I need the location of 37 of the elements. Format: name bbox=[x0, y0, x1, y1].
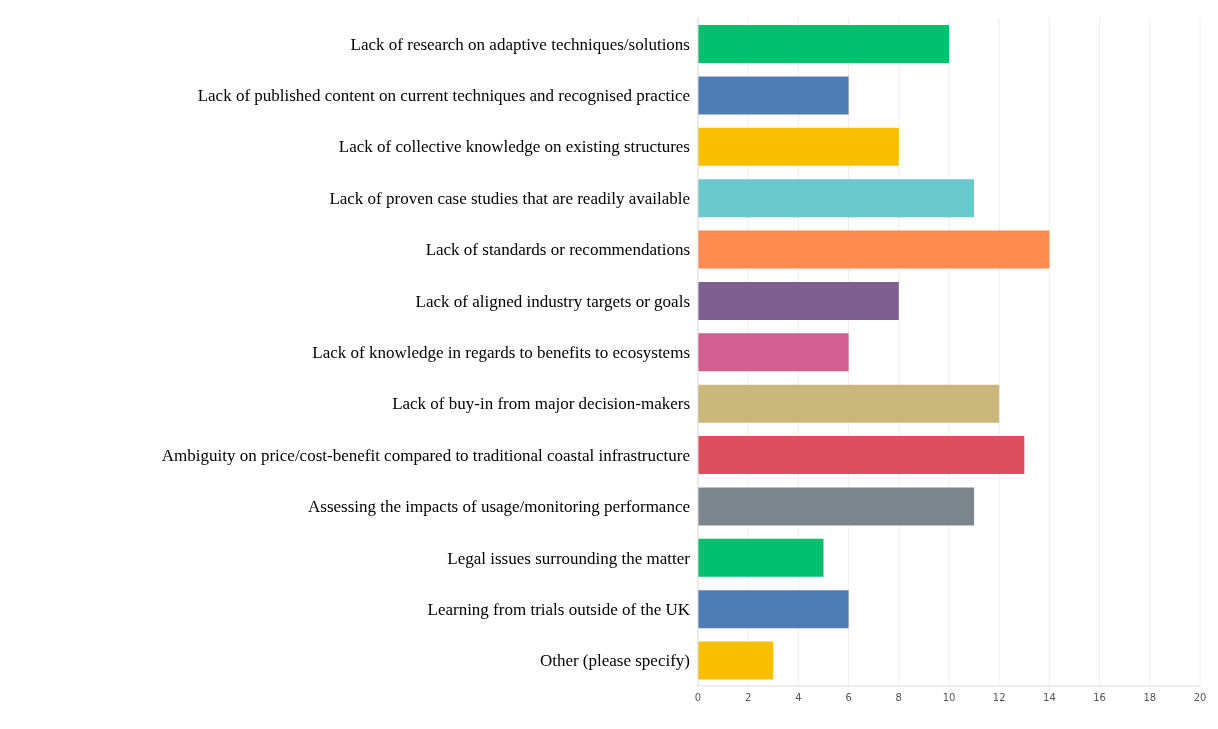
bar bbox=[698, 230, 1050, 269]
x-tick-label: 12 bbox=[992, 692, 1006, 704]
bar bbox=[698, 384, 1000, 423]
y-tick-label: Ambiguity on price/cost-benefit compared to traditional coastal infrastructure bbox=[161, 445, 690, 465]
y-tick-label: Other (please specify) bbox=[539, 651, 690, 671]
y-tick-label: Learning from trials outside of the UK bbox=[427, 599, 691, 619]
y-tick-label: Lack of standards or recommendations bbox=[425, 240, 690, 260]
y-tick-label: Lack of proven case studies that are readily available bbox=[329, 188, 690, 208]
y-tick-label: Lack of knowledge in regards to benefits to ecosystems bbox=[312, 343, 690, 363]
bar bbox=[698, 590, 849, 629]
bar bbox=[698, 487, 975, 526]
y-tick-label: Lack of buy-in from major decision-makers bbox=[392, 394, 690, 414]
y-tick-label: Legal issues surrounding the matter bbox=[447, 548, 691, 568]
bar bbox=[698, 281, 899, 320]
bar bbox=[698, 333, 849, 372]
x-tick-label: 2 bbox=[745, 692, 752, 704]
y-tick-label: Lack of collective knowledge on existing structures bbox=[338, 137, 690, 157]
bar bbox=[698, 538, 824, 577]
x-tick-label: 20 bbox=[1193, 692, 1207, 704]
x-tick-label: 4 bbox=[795, 692, 802, 704]
bar bbox=[698, 641, 774, 680]
bar bbox=[698, 436, 1025, 475]
x-tick-label: 18 bbox=[1143, 692, 1157, 704]
bar bbox=[698, 25, 949, 63]
x-tick-label: 0 bbox=[694, 692, 702, 704]
bar bbox=[698, 76, 849, 115]
x-tick-label: 16 bbox=[1093, 692, 1106, 704]
x-tick-label: 10 bbox=[942, 692, 956, 704]
x-tick-label: 14 bbox=[1043, 692, 1056, 704]
y-tick-label: Lack of aligned industry targets or goals bbox=[415, 291, 690, 311]
y-tick-label: Lack of published content on current techniques and recognised practice bbox=[197, 86, 690, 106]
bar bbox=[698, 179, 975, 218]
y-tick-label: Assessing the impacts of usage/monitoring performance bbox=[308, 497, 690, 517]
bar bbox=[698, 127, 899, 166]
x-tick-label: 8 bbox=[895, 692, 902, 704]
x-tick-label: 6 bbox=[845, 692, 852, 704]
y-tick-label: Lack of research on adaptive techniques/solutions bbox=[350, 34, 690, 54]
